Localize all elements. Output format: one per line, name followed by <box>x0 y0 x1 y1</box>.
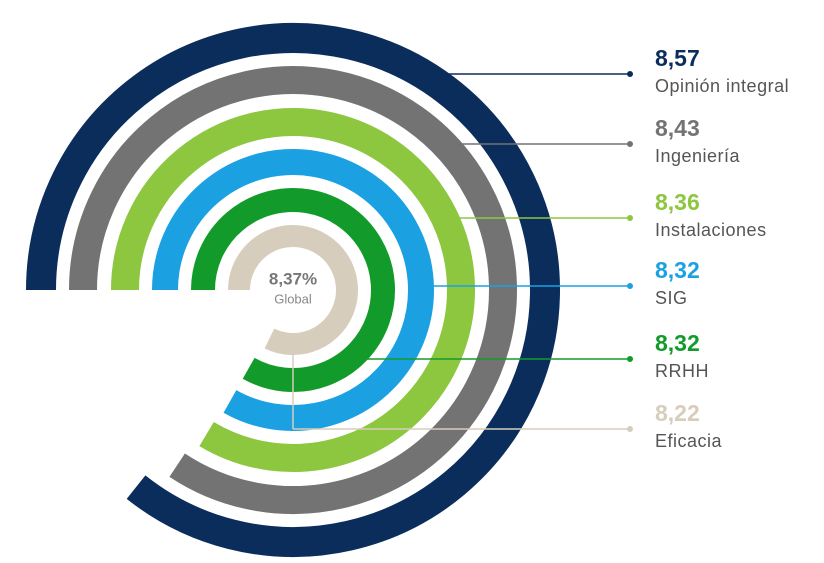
series-value: 8,36 <box>655 189 700 215</box>
series-value: 8,22 <box>655 400 700 426</box>
leader-dot <box>627 356 633 362</box>
series-value: 8,43 <box>655 115 700 141</box>
ring-bar <box>69 66 517 514</box>
ring-bar <box>111 108 475 472</box>
series-name: Eficacia <box>655 431 723 451</box>
ring-bar <box>152 149 434 431</box>
ring-bar <box>191 188 395 392</box>
series-name: RRHH <box>655 361 709 381</box>
leader-dot <box>627 283 633 289</box>
center-value: 8,37% <box>269 269 317 288</box>
series-value: 8,32 <box>655 330 700 356</box>
leader-dot <box>627 426 633 432</box>
series-name: Instalaciones <box>655 220 767 240</box>
series-value: 8,57 <box>655 45 700 71</box>
ring-bar <box>26 23 560 557</box>
ring-bar <box>228 225 358 355</box>
leader-dot <box>627 141 633 147</box>
series-name: Opinión integral <box>655 76 789 96</box>
center-label: Global <box>274 291 312 306</box>
leader-dot <box>627 215 633 221</box>
series-value: 8,32 <box>655 257 700 283</box>
series-name: SIG <box>655 288 688 308</box>
leader-dot <box>627 71 633 77</box>
series-name: Ingeniería <box>655 146 741 166</box>
